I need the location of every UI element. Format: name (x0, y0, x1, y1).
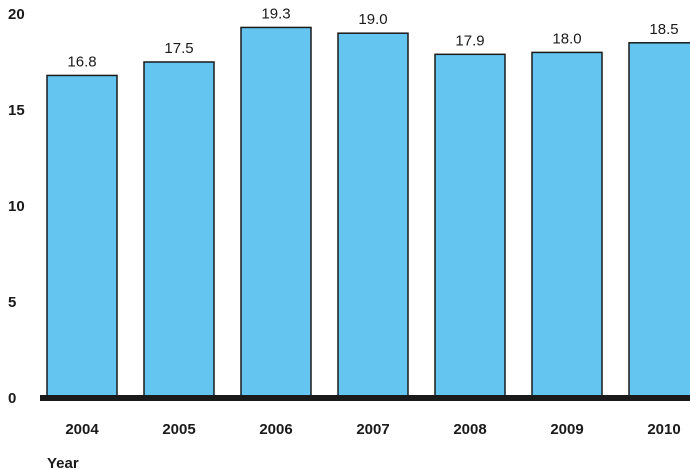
data-label-2007: 19.0 (358, 11, 387, 28)
bar-2005 (143, 61, 215, 399)
x-tick-label-2008: 2008 (453, 421, 486, 438)
y-tick-label-10: 10 (8, 198, 25, 215)
y-tick-label-15: 15 (8, 102, 25, 119)
data-label-2004: 16.8 (67, 53, 96, 70)
x-axis-title: Year (47, 455, 79, 470)
data-label-2006: 19.3 (261, 5, 290, 22)
data-label-2008: 17.9 (455, 32, 484, 49)
bar-2007 (337, 32, 409, 399)
x-tick-label-2004: 2004 (65, 421, 99, 438)
data-label-2009: 18.0 (552, 30, 581, 47)
y-tick-label-5: 5 (8, 294, 16, 311)
x-tick-label-2009: 2009 (550, 421, 583, 438)
x-tick-label-2007: 2007 (356, 421, 389, 438)
bar-2010 (628, 42, 690, 399)
y-axis-tick-labels: 0 5 10 15 20 (8, 6, 25, 407)
data-label-2005: 17.5 (164, 40, 193, 57)
bar-2006 (240, 26, 312, 399)
data-label-2010: 18.5 (649, 21, 678, 38)
bar-2009 (531, 51, 603, 399)
x-tick-label-2005: 2005 (162, 421, 195, 438)
y-tick-label-0: 0 (8, 390, 16, 407)
y-tick-label-20: 20 (8, 6, 25, 23)
bars-group (46, 26, 690, 399)
x-tick-label-2006: 2006 (259, 421, 292, 438)
bar-2008 (434, 53, 506, 399)
x-tick-label-2010: 2010 (647, 421, 680, 438)
data-labels-group: 16.8 17.5 19.3 19.0 17.9 18.0 18.5 (67, 5, 678, 70)
x-axis-tick-labels: 2004 2005 2006 2007 2008 2009 2010 (65, 421, 680, 438)
bar-2004 (46, 74, 118, 399)
